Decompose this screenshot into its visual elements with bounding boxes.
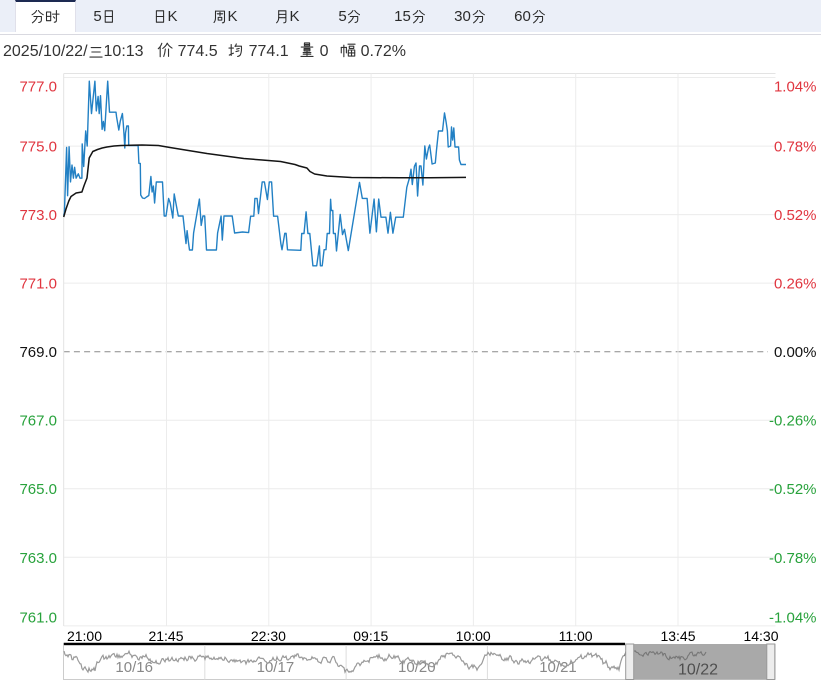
svg-text:763.0: 763.0 <box>19 550 57 567</box>
svg-text:10:00: 10:00 <box>456 628 491 644</box>
svg-text:767.0: 767.0 <box>19 413 57 430</box>
svg-text:0.78%: 0.78% <box>774 139 817 156</box>
svg-text:10/17: 10/17 <box>257 659 295 676</box>
svg-text:777.0: 777.0 <box>19 78 57 95</box>
svg-text:22:30: 22:30 <box>251 628 286 644</box>
svg-text:0.26%: 0.26% <box>774 276 817 293</box>
svg-text:10/16: 10/16 <box>115 659 153 676</box>
svg-text:1.04%: 1.04% <box>774 78 817 95</box>
svg-text:769.0: 769.0 <box>19 344 57 361</box>
svg-text:-1.04%: -1.04% <box>769 609 817 626</box>
svg-text:21:00: 21:00 <box>67 628 102 644</box>
svg-text:09:15: 09:15 <box>353 628 388 644</box>
svg-text:761.0: 761.0 <box>19 609 57 626</box>
svg-text:21:45: 21:45 <box>148 628 183 644</box>
svg-text:10/22: 10/22 <box>678 662 718 679</box>
svg-text:775.0: 775.0 <box>19 139 57 156</box>
svg-text:14:30: 14:30 <box>743 628 778 644</box>
svg-text:0.00%: 0.00% <box>774 344 817 361</box>
svg-text:-0.26%: -0.26% <box>769 413 817 430</box>
svg-text:10/21: 10/21 <box>539 659 577 676</box>
svg-text:765.0: 765.0 <box>19 481 57 498</box>
svg-text:773.0: 773.0 <box>19 207 57 224</box>
svg-text:-0.78%: -0.78% <box>769 550 817 567</box>
svg-text:771.0: 771.0 <box>19 276 57 293</box>
svg-text:-0.52%: -0.52% <box>769 481 817 498</box>
svg-text:11:00: 11:00 <box>559 628 593 644</box>
svg-text:0.52%: 0.52% <box>774 207 817 224</box>
svg-text:13:45: 13:45 <box>660 628 695 644</box>
